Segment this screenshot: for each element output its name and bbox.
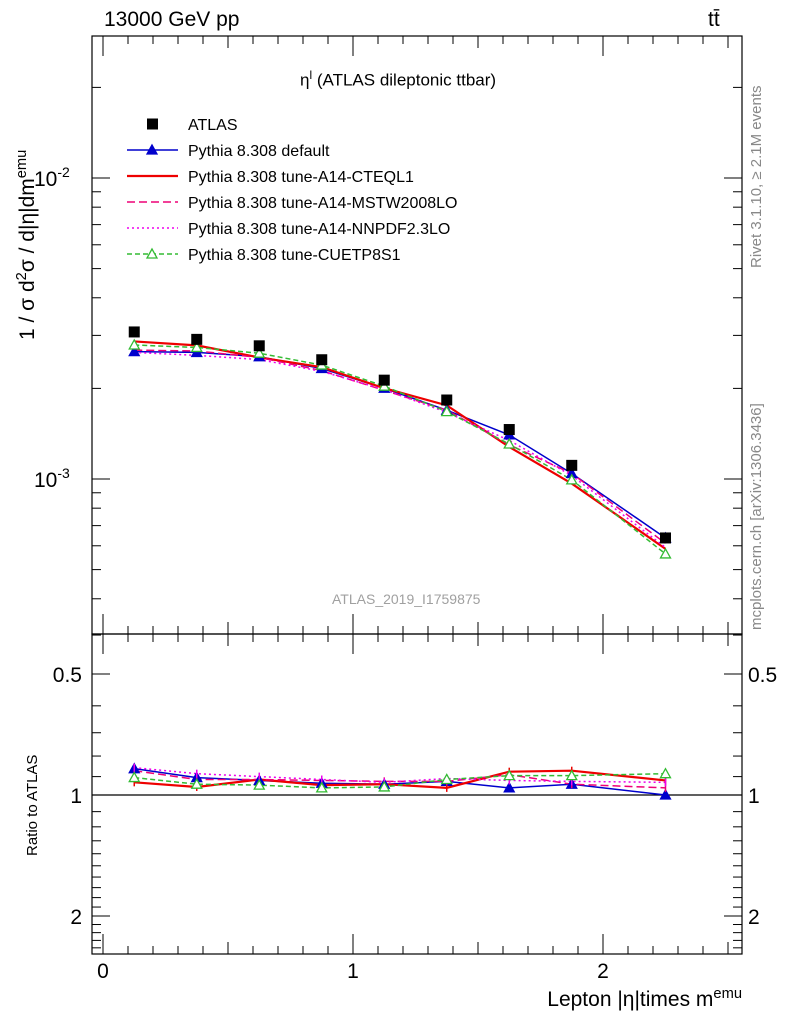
series-point	[503, 437, 516, 449]
series-ratio-point	[315, 781, 328, 793]
legend: ATLAS Pythia 8.308 default Pythia 8.308 tu…	[127, 117, 457, 264]
series-ratio-point	[253, 778, 266, 790]
x-axis-label: Lepton |η|times memu	[547, 986, 742, 1011]
ratio-tick-label-right: 2	[748, 906, 760, 929]
ratio-tick-label-right: 1	[748, 785, 760, 808]
series-line-main	[134, 351, 666, 549]
ratio-tick-label-right: 0.5	[748, 664, 777, 687]
series-ratio-point	[190, 777, 203, 789]
series-ratio-point	[378, 780, 391, 792]
legend-label: Pythia 8.308 tune-A14-CTEQL1	[188, 169, 414, 186]
legend-label: Pythia 8.308 default	[188, 143, 330, 160]
series-point	[190, 341, 203, 353]
axis-ticks	[92, 36, 742, 954]
series-lines	[134, 340, 667, 796]
legend-label-data: ATLAS	[188, 117, 238, 134]
series-point	[565, 473, 578, 485]
data-markers	[128, 326, 672, 800]
header-right: tt̄	[708, 8, 720, 31]
data-point	[378, 374, 390, 386]
series-ratio-point	[659, 788, 672, 800]
series-ratio-point	[565, 769, 578, 781]
data-point	[128, 326, 140, 338]
x-tick-label: 0	[97, 960, 109, 983]
series-point	[378, 379, 391, 391]
series-point	[440, 405, 453, 417]
x-tick-label: 2	[597, 960, 609, 983]
data-point	[253, 340, 265, 352]
series-ratio-point	[659, 767, 672, 779]
y-tick-label: 10-3	[34, 465, 70, 492]
series-ratio-point	[503, 769, 516, 781]
ratio-tick-label-left: 2	[70, 906, 82, 929]
series-line-main	[134, 340, 667, 550]
legend-label: Pythia 8.308 tune-CUETP8S1	[188, 247, 401, 264]
series-ratio-point	[128, 771, 141, 783]
data-point	[566, 459, 578, 471]
series-line-main	[134, 350, 666, 539]
analysis-watermark: ATLAS_2019_I1759875	[332, 591, 481, 607]
data-point	[660, 532, 671, 544]
legend-label: Pythia 8.308 tune-A14-MSTW2008LO	[188, 195, 457, 212]
series-ratio-point	[503, 781, 516, 793]
data-point	[441, 394, 453, 406]
ratio-tick-label-left: 0.5	[53, 664, 82, 687]
series-point	[659, 547, 672, 559]
series-point	[128, 338, 141, 350]
ratio-tick-label-left: 1	[70, 785, 82, 808]
series-ratio-point	[440, 773, 453, 785]
data-point	[316, 354, 328, 366]
legend-marker	[145, 143, 159, 155]
data-point	[503, 424, 515, 436]
series-point	[128, 345, 141, 357]
tick-labels: 10-2 10-3 0.5 0.5 1 1 2 2 0 1 2	[34, 164, 777, 983]
y-tick-label: 10-2	[34, 164, 70, 191]
ratio-frame	[91, 633, 743, 955]
series-point	[253, 346, 266, 358]
plot-title: ηl (ATLAS dileptonic ttbar)	[300, 68, 497, 90]
legend-label: Pythia 8.308 tune-A14-NNPDF2.3LO	[188, 221, 450, 238]
x-tick-label: 1	[347, 960, 359, 983]
header-left: 13000 GeV pp	[104, 8, 240, 31]
legend-marker-data	[147, 118, 158, 130]
data-point	[191, 333, 203, 345]
legend-marker	[145, 247, 159, 259]
series-line-main	[134, 349, 666, 544]
series-line-main	[134, 344, 666, 555]
